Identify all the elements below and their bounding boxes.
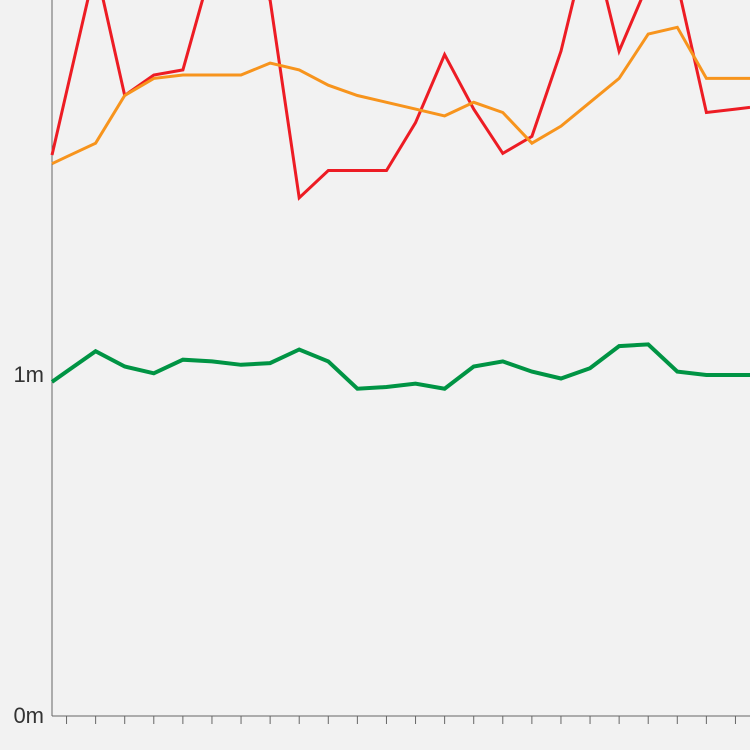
chart-svg [0, 0, 750, 750]
x-ticks [67, 716, 736, 724]
series-green [52, 344, 750, 388]
series-red [52, 0, 750, 198]
y-axis-label: 0m [13, 703, 44, 729]
series-orange [52, 27, 750, 163]
y-axis-label: 1m [13, 362, 44, 388]
line-chart: 1m 0m [0, 0, 750, 750]
